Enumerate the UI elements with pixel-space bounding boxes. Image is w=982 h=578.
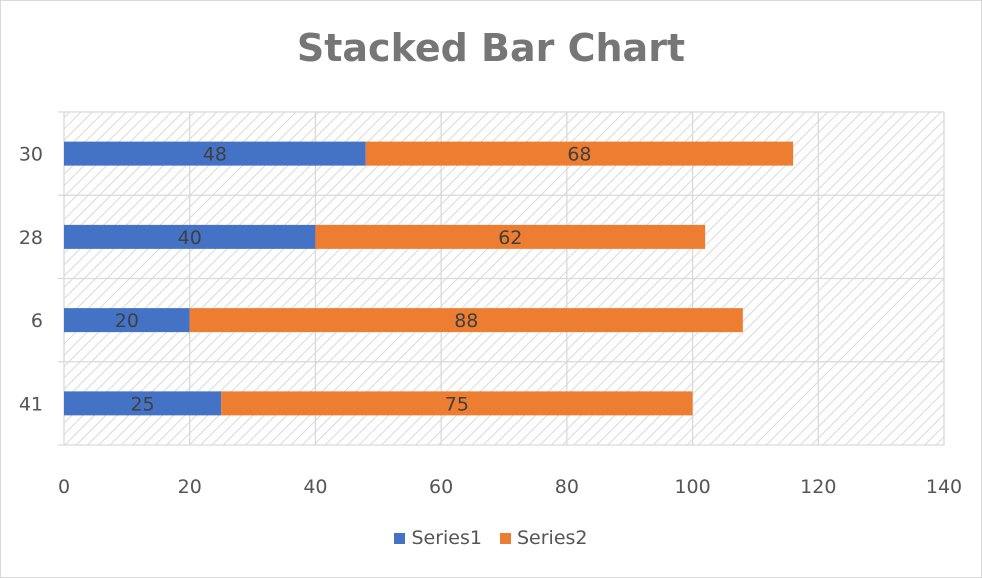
data-label: 88 bbox=[454, 310, 478, 332]
legend: Series1 Series2 bbox=[0, 527, 982, 549]
gridlines bbox=[58, 111, 945, 446]
x-tick-label: 60 bbox=[429, 476, 453, 498]
data-label: 62 bbox=[498, 227, 522, 249]
y-axis-labels: 30 28 6 41 bbox=[19, 144, 43, 416]
y-tick-label: 30 bbox=[19, 144, 43, 166]
x-tick-label: 100 bbox=[674, 476, 710, 498]
legend-swatch-series1 bbox=[394, 532, 406, 544]
y-tick-label: 41 bbox=[19, 393, 43, 415]
bar-segment-series1 bbox=[64, 308, 190, 333]
bar-segment-series1 bbox=[64, 224, 316, 249]
data-label: 68 bbox=[567, 144, 591, 166]
x-axis-labels: 0 20 40 60 80 100 120 140 bbox=[58, 476, 962, 498]
bar-segment-series1 bbox=[64, 141, 366, 166]
legend-label-series2: Series2 bbox=[517, 527, 588, 549]
y-tick-label: 6 bbox=[31, 310, 43, 332]
y-tick-label: 28 bbox=[19, 227, 43, 249]
x-tick-label: 20 bbox=[178, 476, 202, 498]
x-tick-label: 120 bbox=[800, 476, 836, 498]
legend-swatch-series2 bbox=[500, 532, 511, 544]
data-labels: 48 68 40 62 20 88 25 75 bbox=[115, 144, 592, 416]
x-tick-label: 40 bbox=[303, 476, 327, 498]
chart-title: Stacked Bar Chart bbox=[296, 26, 686, 70]
x-tick-label: 80 bbox=[555, 476, 579, 498]
bars bbox=[64, 141, 794, 416]
data-label: 75 bbox=[445, 393, 469, 415]
legend-item-series1: Series1 bbox=[394, 527, 482, 549]
x-tick-label: 0 bbox=[58, 476, 70, 498]
x-tick-label: 140 bbox=[926, 476, 962, 498]
data-label: 25 bbox=[130, 393, 154, 415]
bar-segment-series2 bbox=[221, 391, 693, 416]
bar-segment-series1 bbox=[64, 391, 222, 416]
data-label: 40 bbox=[178, 227, 202, 249]
legend-label-series1: Series1 bbox=[411, 527, 482, 549]
legend-item-series2: Series2 bbox=[500, 527, 588, 549]
bar-segment-series2 bbox=[315, 224, 706, 249]
bar-segment-series2 bbox=[365, 141, 794, 166]
data-label: 48 bbox=[203, 144, 227, 166]
bar-segment-series2 bbox=[189, 308, 743, 333]
data-label: 20 bbox=[115, 310, 139, 332]
